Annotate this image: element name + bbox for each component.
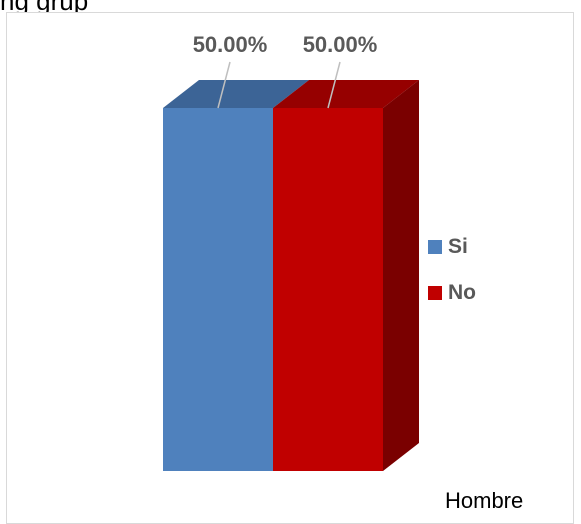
bar-no — [273, 108, 383, 471]
data-label-no: 50.00% — [303, 32, 378, 57]
bar-top-si — [163, 80, 309, 108]
legend-item-si: Si — [428, 224, 476, 270]
bar-si — [163, 108, 273, 471]
legend-label-no: No — [448, 281, 476, 304]
bar-top-no — [273, 80, 419, 108]
leader-line-no — [327, 61, 341, 109]
legend-swatch-no — [428, 286, 442, 300]
legend: Si No — [428, 224, 476, 316]
leader-line-si — [217, 61, 231, 109]
bar-side-no — [383, 80, 419, 471]
legend-item-no: No — [428, 270, 476, 316]
category-label: Hombre — [445, 488, 524, 513]
legend-swatch-si — [428, 240, 442, 254]
bars-group — [163, 80, 419, 471]
data-label-si: 50.00% — [193, 32, 268, 57]
data-labels-group: 50.00% 50.00% — [193, 32, 378, 57]
legend-label-si: Si — [448, 235, 468, 258]
leader-lines-group — [217, 61, 341, 109]
